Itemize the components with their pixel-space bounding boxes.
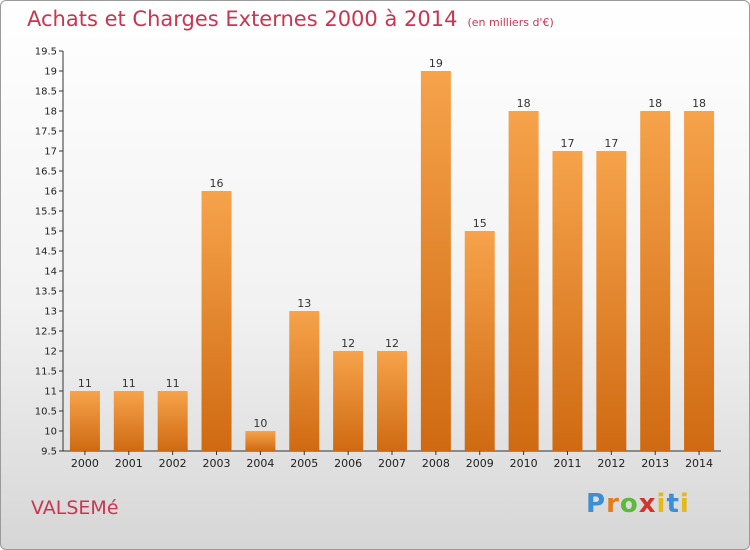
x-tick-label-2002: 2002 [159, 457, 187, 470]
bar-2005 [289, 311, 320, 451]
x-tick-label-2008: 2008 [422, 457, 450, 470]
bar-2009 [464, 231, 495, 451]
y-tick-label: 12.5 [35, 327, 57, 338]
x-tick-label-2009: 2009 [466, 457, 494, 470]
data-label-2004: 10 [253, 417, 267, 430]
x-tick-label-2012: 2012 [597, 457, 625, 470]
bar-2013 [640, 111, 671, 451]
data-label-2009: 15 [473, 217, 487, 230]
bar-2008 [420, 71, 451, 451]
y-tick-label: 11 [44, 387, 57, 398]
x-tick-label-2007: 2007 [378, 457, 406, 470]
bar-2003 [201, 191, 232, 451]
x-tick-label-2011: 2011 [553, 457, 581, 470]
bar-2007 [377, 351, 407, 451]
chart-title-text: Achats et Charges Externes 2000 à 2014 [27, 7, 458, 31]
y-tick-label: 16.5 [35, 167, 57, 178]
data-label-2001: 11 [122, 377, 136, 390]
y-tick-label: 10 [44, 427, 57, 438]
y-tick-label: 13 [44, 307, 57, 318]
y-tick-label: 18.5 [35, 87, 57, 98]
bar-2006 [333, 351, 364, 451]
bar-2001 [113, 391, 144, 451]
x-tick-label-2013: 2013 [641, 457, 669, 470]
proxiti-logo: Proxiti [586, 489, 690, 519]
data-label-2002: 11 [166, 377, 180, 390]
y-tick-label: 14.5 [35, 247, 57, 258]
y-tick-label: 10.5 [35, 407, 57, 418]
x-tick-label-2014: 2014 [685, 457, 713, 470]
x-tick-label-2005: 2005 [290, 457, 318, 470]
data-label-2008: 19 [429, 57, 443, 70]
bar-2002 [157, 391, 188, 451]
bar-2004 [245, 431, 276, 451]
x-tick-label-2010: 2010 [510, 457, 538, 470]
y-tick-label: 9.5 [41, 447, 57, 458]
y-tick-label: 17 [44, 147, 57, 158]
bar-2012 [596, 151, 627, 451]
y-tick-label: 13.5 [35, 287, 57, 298]
y-tick-label: 19 [44, 67, 57, 78]
y-tick-label: 15 [44, 227, 57, 238]
y-tick-label: 12 [44, 347, 57, 358]
data-label-2012: 17 [604, 137, 618, 150]
x-tick-labels: 2000 2001 2002 2003 2004 2005 2006 2007 2008 2009… [71, 451, 713, 470]
x-tick-label-2001: 2001 [115, 457, 143, 470]
x-tick-label-2004: 2004 [246, 457, 274, 470]
y-ticks: 9.5 10 10.5 11 11.5 12 12.5 13 13.5 14 14.5 15 15.5 1… [35, 47, 63, 458]
chart-subtitle: (en milliers d'€) [467, 16, 554, 29]
data-label-2005: 13 [297, 297, 311, 310]
data-label-2003: 16 [210, 177, 224, 190]
bar-2010 [508, 111, 539, 451]
data-label-2006: 12 [341, 337, 355, 350]
data-label-2010: 18 [517, 97, 531, 110]
commune-name: VALSEMé [31, 497, 119, 519]
bar-2011 [552, 151, 583, 451]
y-tick-label: 14 [44, 267, 57, 278]
y-tick-label: 15.5 [35, 207, 57, 218]
x-tick-label-2000: 2000 [71, 457, 99, 470]
data-label-2011: 17 [560, 137, 574, 150]
data-label-2013: 18 [648, 97, 662, 110]
y-tick-label: 16 [44, 187, 57, 198]
data-label-2007: 12 [385, 337, 399, 350]
data-label-2014: 18 [692, 97, 706, 110]
x-tick-label-2003: 2003 [203, 457, 231, 470]
x-tick-label-2006: 2006 [334, 457, 362, 470]
y-tick-label: 18 [44, 107, 57, 118]
bar-2014 [684, 111, 715, 451]
bar-2000 [69, 391, 100, 451]
data-labels: 11 11 11 16 10 13 12 12 19 15 18 17 17 18 18 [78, 57, 706, 430]
chart-title: Achats et Charges Externes 2000 à 2014 (e… [27, 7, 554, 31]
y-tick-label: 17.5 [35, 127, 57, 138]
y-tick-label: 11.5 [35, 367, 57, 378]
y-tick-label: 19.5 [35, 47, 57, 58]
bars [69, 71, 715, 451]
data-label-2000: 11 [78, 377, 92, 390]
